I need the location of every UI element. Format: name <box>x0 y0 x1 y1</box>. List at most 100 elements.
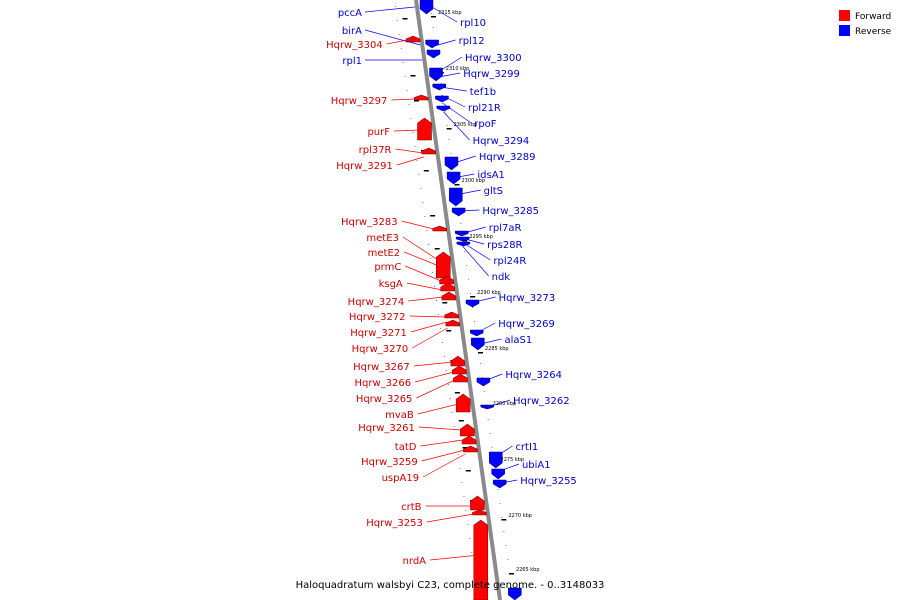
gene-label-forward: metE3 <box>366 233 439 261</box>
reverse-gene-feature <box>425 39 439 49</box>
legend-label-forward: Forward <box>855 12 891 22</box>
gene-label-forward: nrdA <box>403 554 480 567</box>
gene-label-forward: ksgA <box>379 279 443 291</box>
gene-label-reverse: Hqrw_3285 <box>457 206 539 217</box>
gene-label-reverse: Hqrw_3273 <box>470 293 555 304</box>
gene-label-text: pccA <box>338 8 362 19</box>
gene-label-text: tatD <box>395 442 417 453</box>
forward-gene-feature <box>444 311 459 319</box>
forward-gene-feature <box>439 275 454 285</box>
gene-label-reverse: rps28R <box>461 237 523 251</box>
forward-gene-feature <box>441 291 457 301</box>
gene-label-text: Hqrw_3259 <box>361 457 418 468</box>
reverse-gene-feature <box>465 299 480 308</box>
gene-label-text: rpl12 <box>459 36 485 47</box>
gene-label-text: uspA19 <box>382 473 419 484</box>
gene-label-reverse: Hqrw_3294 <box>443 111 530 147</box>
gene-label-text: Hqrw_3304 <box>326 40 383 51</box>
scale-tick-label: 2270 kbp <box>508 513 532 519</box>
gene-label-text: metE3 <box>366 233 399 244</box>
scale-tick-label: 2315 kbp <box>438 10 462 16</box>
forward-gene-feature <box>432 225 447 232</box>
gene-label-text: Hqrw_3265 <box>356 394 413 405</box>
scale-tick: 2315 kbp <box>430 10 462 18</box>
gene-label-forward: Hqrw_3259 <box>361 449 465 468</box>
legend-label-reverse: Reverse <box>855 27 892 37</box>
gene-label-reverse: pccA <box>338 6 416 19</box>
gene-label-text: Hqrw_3272 <box>349 312 406 323</box>
legend-swatch-reverse <box>839 25 850 36</box>
gene-label-reverse: Hqrw_3289 <box>450 152 536 165</box>
reverse-gene-feature <box>435 95 449 103</box>
gene-label-forward: Hqrw_3266 <box>354 371 454 389</box>
reverse-gene-feature <box>451 207 466 217</box>
gene-label-forward: Hqrw_3253 <box>366 513 474 529</box>
gene-label-reverse: tef1b <box>440 86 496 98</box>
gene-label-reverse: ubiA1 <box>494 460 551 474</box>
gene-label-text: rpl7aR <box>489 223 522 234</box>
gene-label-forward: Hqrw_3304 <box>326 39 408 51</box>
gene-label-text: rpl21R <box>468 103 501 114</box>
gene-label-text: birA <box>342 26 362 37</box>
gene-label-text: gltS <box>484 186 503 197</box>
forward-gene-feature <box>440 282 455 292</box>
forward-gene-feature <box>461 435 477 445</box>
gene-label-text: rpl10 <box>460 18 486 29</box>
gene-label-forward: Hqrw_3297 <box>331 96 416 107</box>
scale-tick-label: 2275 kbp <box>501 457 525 463</box>
gene-label-text: crtB <box>401 502 422 513</box>
gene-label-reverse: birA <box>342 26 421 46</box>
gene-label-text: Hqrw_3283 <box>341 217 398 228</box>
gene-label-reverse: alaS1 <box>476 335 532 346</box>
gene-label-text: Hqrw_3264 <box>505 370 562 381</box>
gene-label-forward: Hqrw_3265 <box>356 379 456 405</box>
gene-label-text: ndk <box>492 272 511 283</box>
gene-label-reverse: Hqrw_3255 <box>495 476 577 487</box>
gene-label-reverse: rpl12 <box>434 36 485 47</box>
forward-gene-feature <box>405 35 421 43</box>
forward-gene-feature <box>417 117 432 141</box>
reverse-gene-feature <box>432 83 447 91</box>
reverse-gene-feature <box>455 236 470 242</box>
gene-label-text: crtI1 <box>515 442 538 453</box>
gene-label-forward: mvaB <box>385 403 459 421</box>
forward-gene-feature <box>470 495 485 511</box>
gene-label-forward: Hqrw_3274 <box>348 296 444 308</box>
forward-gene-feature <box>450 355 466 367</box>
forward-gene-feature <box>453 373 468 383</box>
gene-label-forward: prmC <box>374 262 442 282</box>
gene-label-text: Hqrw_3261 <box>358 423 415 434</box>
reverse-gene-feature <box>471 337 485 351</box>
gene-label-text: alaS1 <box>504 335 532 346</box>
scale-tick-label: 2295 kbp <box>469 234 493 240</box>
gene-label-reverse: rpl10 <box>428 4 486 29</box>
gene-label-text: Hqrw_3299 <box>463 69 520 80</box>
gene-label-reverse: rpoF <box>442 102 497 130</box>
scale-tick: 2265 kbp <box>508 567 540 575</box>
reverse-gene-feature <box>429 67 443 82</box>
reverse-gene-feature <box>449 187 463 207</box>
gene-label-forward: Hqrw_3291 <box>336 156 424 172</box>
genome-backbone <box>414 0 502 600</box>
legend: Forward Reverse <box>839 10 892 37</box>
reverse-gene-feature <box>436 105 451 112</box>
gene-label-forward: rpl37R <box>359 145 424 156</box>
reverse-gene-feature <box>492 479 507 489</box>
reverse-gene-feature <box>491 468 505 480</box>
gene-label-text: Hqrw_3289 <box>479 152 536 163</box>
gene-label-text: purF <box>367 127 390 138</box>
gene-label-forward: Hqrw_3271 <box>350 321 447 339</box>
scale-tick-label: 2300 kbp <box>461 178 485 184</box>
gene-label-text: Hqrw_3273 <box>499 293 556 304</box>
scale-tick-label: 2290 kbp <box>477 290 501 296</box>
gene-label-text: Hqrw_3291 <box>336 161 393 172</box>
forward-gene-feature <box>455 393 471 413</box>
legend-swatch-forward <box>839 10 850 21</box>
gene-label-reverse: crtI1 <box>492 442 538 460</box>
gene-label-text: nrdA <box>403 556 427 567</box>
gene-label-reverse: Hqrw_3300 <box>437 53 522 73</box>
gene-label-reverse: Hqrw_3264 <box>481 370 562 383</box>
gene-label-text: Hqrw_3294 <box>473 136 530 147</box>
gene-label-forward: uspA19 <box>382 453 466 484</box>
